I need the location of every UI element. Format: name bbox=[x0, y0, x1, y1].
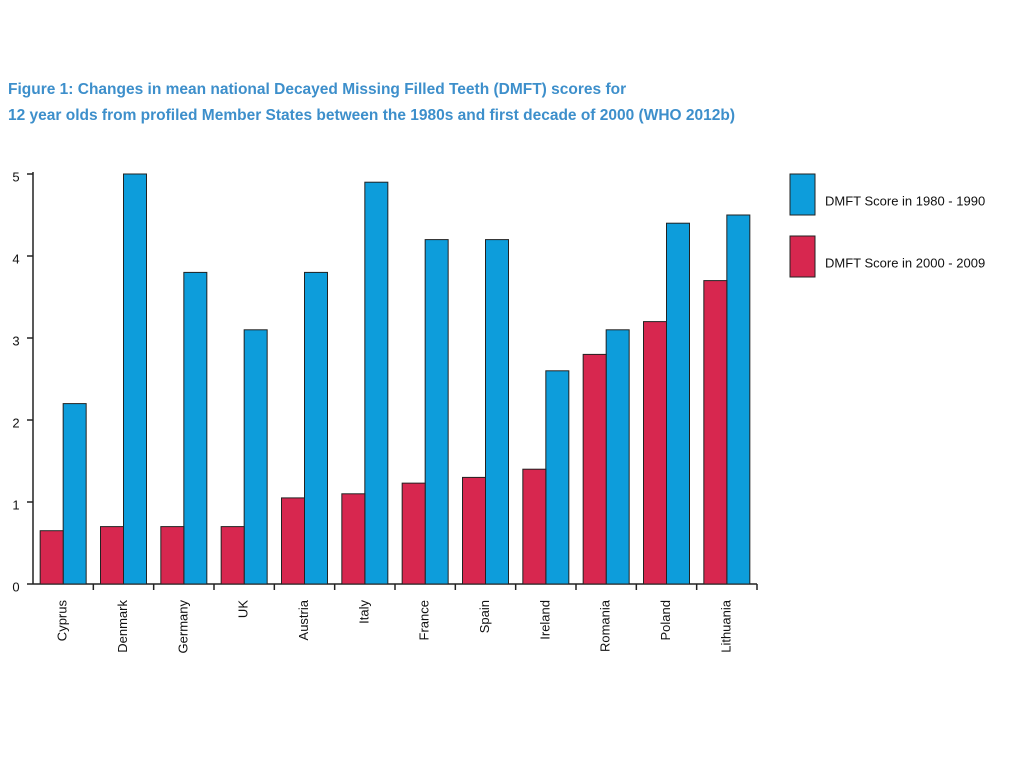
y-tick-label: 5 bbox=[12, 169, 19, 184]
bar bbox=[582, 353, 607, 585]
x-tick-label: Spain bbox=[477, 600, 492, 633]
bar bbox=[522, 468, 547, 585]
bar bbox=[485, 239, 509, 585]
legend-swatch bbox=[789, 173, 816, 216]
x-tick-label: Romania bbox=[598, 599, 613, 652]
bar bbox=[666, 222, 690, 585]
legend-label: DMFT Score in 2000 - 2009 bbox=[825, 255, 985, 270]
y-tick-label: 4 bbox=[12, 251, 19, 266]
bar bbox=[220, 526, 245, 585]
bar bbox=[364, 181, 389, 585]
bar bbox=[304, 271, 328, 585]
bar bbox=[39, 530, 64, 585]
legend-swatch bbox=[789, 235, 816, 278]
bar bbox=[462, 476, 486, 585]
chart-title: Figure 1: Changes in mean national Decay… bbox=[8, 81, 626, 98]
x-tick-label: Austria bbox=[296, 599, 311, 640]
y-tick-label: 1 bbox=[12, 497, 19, 512]
bar bbox=[703, 280, 728, 585]
bar bbox=[424, 239, 449, 585]
x-tick-label: Denmark bbox=[115, 600, 130, 653]
x-tick-label: Cyprus bbox=[55, 600, 70, 642]
bar bbox=[643, 321, 667, 585]
x-tick-label: France bbox=[417, 600, 432, 640]
bar bbox=[341, 493, 366, 585]
x-tick-label: Italy bbox=[356, 600, 371, 624]
x-tick-label: Ireland bbox=[537, 600, 552, 640]
y-tick-label: 0 bbox=[12, 579, 19, 594]
x-tick-label: Lithuania bbox=[718, 599, 733, 653]
x-tick-label: UK bbox=[236, 600, 251, 618]
x-tick-label: Poland bbox=[658, 600, 673, 640]
bar bbox=[183, 271, 208, 585]
x-tick-label: Germany bbox=[175, 600, 190, 654]
bar bbox=[62, 403, 87, 585]
bar bbox=[605, 329, 630, 585]
bar bbox=[243, 329, 268, 585]
bar bbox=[545, 370, 570, 585]
bar bbox=[281, 497, 305, 585]
bar bbox=[726, 214, 751, 585]
y-tick-label: 3 bbox=[12, 333, 19, 348]
bar bbox=[123, 173, 147, 585]
legend-label: DMFT Score in 1980 - 1990 bbox=[825, 193, 985, 208]
bar bbox=[100, 526, 124, 585]
bar bbox=[401, 482, 426, 585]
bar bbox=[160, 526, 185, 585]
chart-title: 12 year olds from profiled Member States… bbox=[8, 107, 735, 124]
y-tick-label: 2 bbox=[12, 415, 19, 430]
